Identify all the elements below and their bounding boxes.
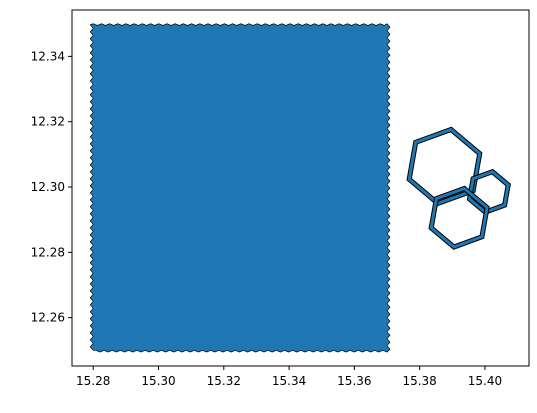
hexagon-outline-fill-3 xyxy=(429,186,489,249)
y-tick-label: 12.32 xyxy=(31,115,65,129)
hexagon-outline-fill-2 xyxy=(467,169,510,214)
x-tick-label: 15.28 xyxy=(76,374,110,388)
x-axis: 15.28 15.30 15.32 15.34 15.36 15.38 15.40 xyxy=(76,366,502,388)
x-tick-label: 15.36 xyxy=(337,374,371,388)
y-tick-label: 12.34 xyxy=(31,49,65,63)
y-tick-label: 12.26 xyxy=(31,311,65,325)
plot-shapes xyxy=(89,23,511,353)
y-axis: 12.26 12.28 12.30 12.32 12.34 xyxy=(31,49,72,325)
x-tick-label: 15.30 xyxy=(141,374,175,388)
x-tick-label: 15.34 xyxy=(272,374,306,388)
x-tick-label: 15.32 xyxy=(207,374,241,388)
plot-frame xyxy=(71,9,530,367)
y-tick-label: 12.30 xyxy=(31,180,65,194)
filled-region-0 xyxy=(89,23,391,353)
x-tick-label: 15.40 xyxy=(468,374,502,388)
x-tick-label: 15.38 xyxy=(402,374,436,388)
y-tick-label: 12.28 xyxy=(31,245,65,259)
